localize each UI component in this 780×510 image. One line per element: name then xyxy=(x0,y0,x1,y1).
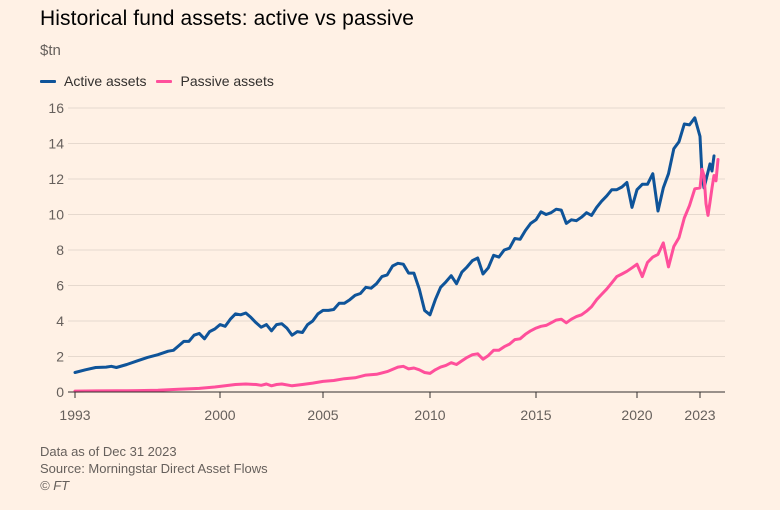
x-tick-label: 2015 xyxy=(520,407,551,423)
series-line-active xyxy=(73,116,716,374)
x-tick-label: 2023 xyxy=(684,407,715,423)
y-tick-label: 14 xyxy=(48,136,64,152)
chart-title: Historical fund assets: active vs passiv… xyxy=(40,7,415,30)
legend-swatch-active xyxy=(40,79,56,83)
chart-footer: Data as of Dec 31 2023 Source: Morningst… xyxy=(40,443,268,494)
legend-label-passive: Passive assets xyxy=(180,73,274,89)
y-tick-label: 6 xyxy=(56,278,64,294)
source-note: Source: Morningstar Direct Asset Flows xyxy=(40,461,268,476)
x-tick-label: 2005 xyxy=(307,407,338,423)
y-tick-label: 4 xyxy=(56,313,64,329)
legend-swatch-passive xyxy=(156,79,173,83)
y-tick-label: 8 xyxy=(56,242,64,258)
x-tick-label: 2000 xyxy=(204,407,235,423)
y-unit-label: $tn xyxy=(40,42,61,59)
chart-legend: Active assets Passive assets xyxy=(40,73,284,89)
x-tick-label: 1993 xyxy=(59,407,90,423)
y-tick-label: 12 xyxy=(48,171,64,187)
legend-label-active: Active assets xyxy=(64,73,147,89)
legend-item-passive: Passive assets xyxy=(156,73,274,89)
legend-item-active: Active assets xyxy=(40,73,146,89)
y-tick-label: 16 xyxy=(48,100,64,116)
y-tick-label: 0 xyxy=(56,384,64,400)
y-tick-label: 10 xyxy=(48,207,64,223)
data-date-note: Data as of Dec 31 2023 xyxy=(40,444,177,459)
x-tick-label: 2010 xyxy=(414,407,445,423)
copyright-note: © FT xyxy=(40,478,70,493)
y-tick-label: 2 xyxy=(56,349,64,365)
x-tick-label: 2020 xyxy=(621,407,652,423)
series-line-passive xyxy=(73,158,720,393)
